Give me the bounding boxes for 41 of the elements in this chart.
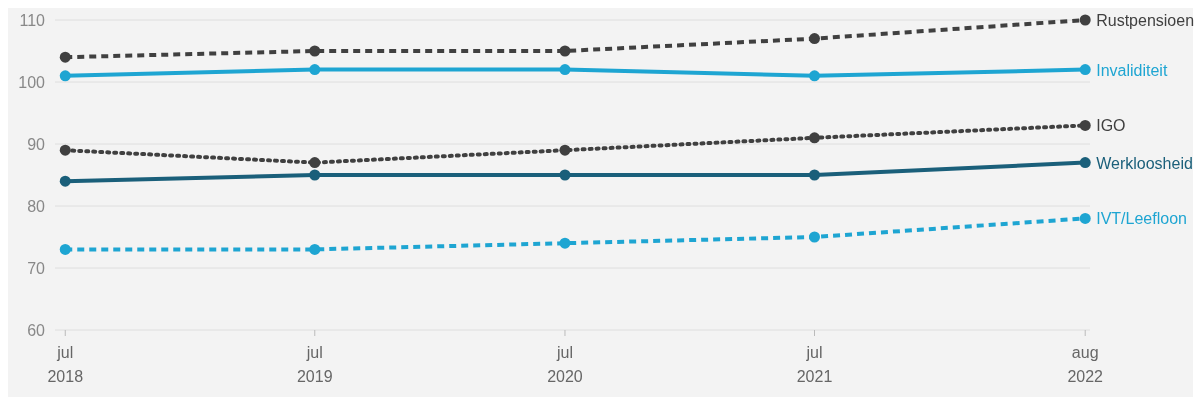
point	[809, 132, 820, 144]
x-tick-label: jul 2021	[796, 344, 833, 385]
point	[559, 237, 571, 249]
point	[309, 243, 321, 255]
series-label: Invaliditeit	[1096, 61, 1168, 79]
x-tick-label: jul 2019	[296, 344, 333, 385]
point	[59, 243, 71, 255]
point	[559, 45, 571, 57]
y-tick-label: 70	[27, 260, 46, 277]
y-tick-label: 110	[19, 12, 46, 29]
point	[59, 51, 71, 63]
point	[809, 33, 820, 45]
point	[809, 169, 820, 181]
y-tick-label: 80	[27, 198, 46, 215]
point	[309, 169, 321, 181]
point	[1079, 64, 1091, 76]
point	[59, 175, 71, 187]
point	[309, 64, 321, 76]
point	[59, 70, 71, 82]
series-label: IVT/Leefloon	[1096, 210, 1187, 228]
y-tick-label: 60	[27, 322, 46, 339]
point	[309, 45, 321, 57]
point	[559, 64, 571, 76]
point	[1079, 157, 1091, 169]
series-label: IGO	[1096, 117, 1126, 135]
point	[309, 157, 321, 169]
point	[809, 231, 820, 243]
series-label: Rustpensioen	[1096, 12, 1195, 29]
y-tick-label: 100	[18, 74, 46, 91]
x-tick-label: jul 2018	[47, 344, 84, 385]
point	[59, 144, 71, 156]
point	[559, 169, 571, 181]
point	[559, 144, 571, 156]
y-tick-label: 90	[27, 136, 46, 153]
point	[809, 70, 820, 82]
point	[1079, 212, 1091, 224]
x-tick-label: jul 2020	[547, 344, 583, 385]
x-tick-label: aug 2022	[1067, 344, 1104, 385]
series-label: Werkloosheid	[1096, 154, 1193, 172]
point	[1079, 119, 1091, 131]
point	[1079, 14, 1091, 26]
